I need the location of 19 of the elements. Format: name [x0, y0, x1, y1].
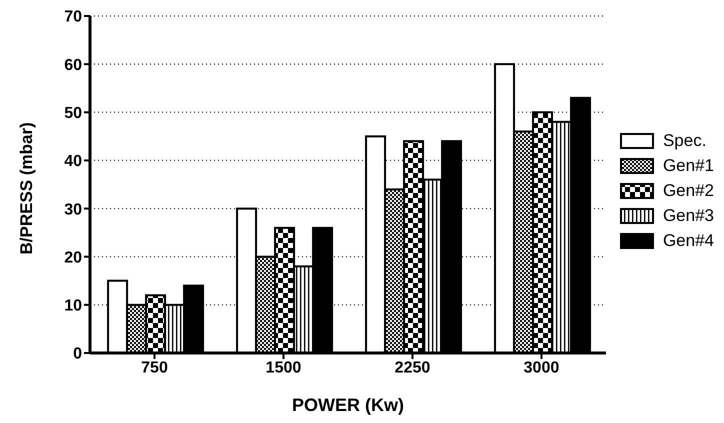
y-tick-label: 10: [64, 298, 82, 315]
y-tick-label: 70: [64, 8, 82, 26]
legend-label: Gen#1: [662, 156, 714, 176]
legend-label: Gen#4: [662, 230, 714, 250]
x-tick-label: 750: [141, 359, 168, 376]
x-axis-title: POWER (Kw): [292, 395, 404, 415]
y-tick-label: 20: [64, 249, 82, 266]
legend-label: Gen#3: [662, 206, 714, 226]
y-tick-label: 50: [64, 104, 82, 122]
x-tick-label: 3000: [524, 359, 560, 376]
x-tick-label: 2250: [394, 359, 430, 376]
y-axis-title: B/PRESS (mbar): [17, 122, 36, 254]
x-tick-label: 1500: [266, 359, 302, 376]
y-tick-label: 60: [64, 56, 82, 74]
legend-label: Gen#2: [662, 180, 714, 200]
y-tick-label: 0: [73, 346, 82, 363]
y-tick-label: 30: [64, 201, 82, 218]
y-tick-label: 40: [64, 153, 82, 170]
legend-label: Spec.: [662, 130, 706, 150]
